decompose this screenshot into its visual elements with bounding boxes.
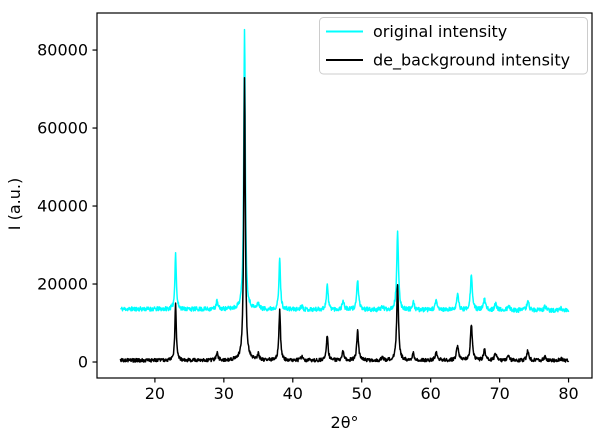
x-tick-label: 30 [214, 384, 234, 403]
x-tick-label: 60 [420, 384, 440, 403]
y-tick-label: 60000 [37, 119, 88, 138]
x-tick-label: 50 [352, 384, 372, 403]
x-tick-label: 40 [283, 384, 303, 403]
legend: original intensity de_background intensi… [319, 17, 588, 75]
x-axis-label: 2θ° [331, 413, 359, 432]
y-tick-label: 40000 [37, 197, 88, 216]
x-tick-label: 70 [489, 384, 509, 403]
ticks-group: 20 30 40 50 60 70 80 0 20000 40000 60000 80000 [37, 41, 579, 403]
y-axis-label: I (a.u.) [5, 178, 24, 230]
x-tick-label: 80 [558, 384, 578, 403]
series-group [119, 28, 570, 363]
legend-label-original-intensity: original intensity [373, 22, 507, 41]
series-line-de-background-intensity [119, 77, 570, 363]
y-tick-label: 20000 [37, 275, 88, 294]
x-tick-label: 20 [145, 384, 165, 403]
legend-frame [319, 17, 588, 75]
legend-label-de-background-intensity: de_background intensity [373, 51, 570, 71]
y-tick-label: 80000 [37, 41, 88, 60]
series-line-original-intensity [120, 28, 570, 314]
y-tick-label: 0 [78, 353, 88, 372]
